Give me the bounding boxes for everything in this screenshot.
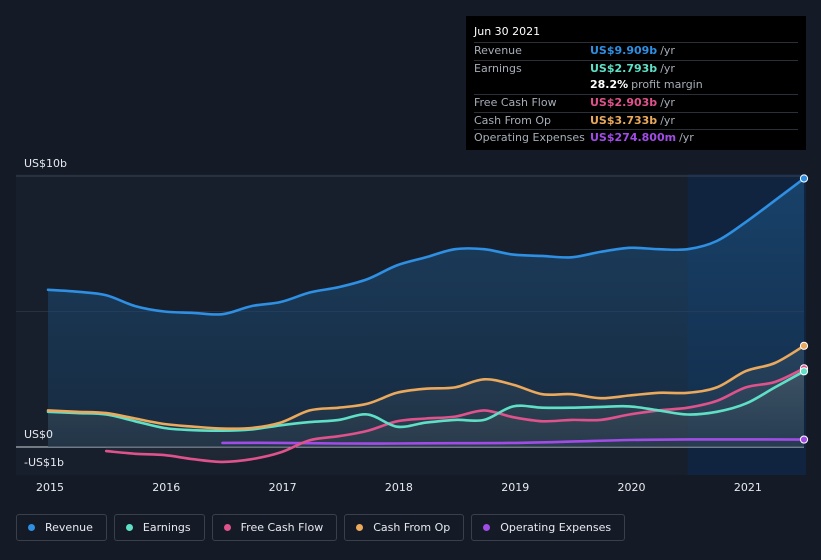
tooltip-row: 28.2% profit margin [474, 77, 798, 94]
legend-dot-icon [28, 524, 35, 531]
legend-item-earnings[interactable]: Earnings [113, 514, 205, 541]
x-tick-label: 2015 [36, 481, 64, 494]
tooltip-row-unit: /yr [660, 61, 675, 75]
tooltip-row-name: Earnings [474, 61, 522, 75]
legend-dot-icon [125, 524, 133, 531]
cash-from-op-end-point [799, 341, 809, 350]
tooltip-row: Revenue US$9.909b/yr [474, 42, 798, 60]
tooltip-row: Operating Expenses US$274.800m/yr [474, 129, 798, 147]
legend-item-cash-from-op[interactable]: Cash From Op [344, 514, 465, 541]
earnings-line [46, 370, 806, 433]
x-tick-label: 2016 [152, 481, 181, 494]
legend-label: Earnings [142, 521, 191, 534]
x-tick-label: 2020 [617, 481, 646, 494]
tooltip-row-unit: /yr [660, 44, 675, 57]
legend-label: Revenue [45, 521, 93, 534]
legend-item-revenue[interactable]: Revenue [16, 514, 107, 541]
tooltip-row-unit: /yr [660, 113, 675, 127]
y-tick-label: -US$1b [24, 456, 64, 469]
x-tick-label: 2019 [501, 481, 530, 494]
y-tick-label: US$0 [24, 428, 54, 441]
tooltip-row-value: US$2.903b [590, 96, 658, 110]
legend-dot-icon [356, 524, 364, 531]
tooltip-row-name: Cash From Op [474, 113, 552, 127]
tooltip-row-unit: profit margin [631, 78, 703, 92]
tooltip-row-name: Revenue [474, 44, 522, 57]
tooltip-row: Free Cash Flow US$2.903b/yr [474, 94, 798, 112]
chart-canvas [16, 174, 809, 475]
tooltip-row-unit: /yr [660, 96, 675, 110]
revenue-area [48, 178, 804, 447]
revenue-line [46, 177, 806, 316]
earnings-end-point [799, 367, 809, 376]
tooltip-row-value: 28.2% [590, 78, 629, 92]
legend-item-free-cash-flow[interactable]: Free Cash Flow [211, 514, 338, 541]
cash-from-op-line [46, 344, 806, 431]
free-cash-flow-line [104, 367, 806, 464]
tooltip-row-name: Operating Expenses [474, 131, 585, 145]
legend: Revenue Earnings Free Cash Flow Cash From O… [16, 514, 632, 541]
legend-item-operating-expenses[interactable]: Operating Expenses [471, 514, 626, 541]
legend-label: Free Cash Flow [240, 521, 324, 534]
legend-dot-icon [223, 524, 231, 531]
tooltip-row: Earnings US$2.793b/yr [474, 59, 798, 78]
legend-dot-icon [483, 524, 491, 531]
tooltip-row: Cash From Op US$3.733b/yr [474, 111, 798, 130]
operating-expenses-line [221, 438, 806, 445]
legend-label: Cash From Op [373, 521, 451, 534]
legend-label: Operating Expenses [500, 521, 612, 534]
x-tick-label: 2021 [733, 481, 762, 494]
tooltip-row-unit: /yr [679, 131, 694, 145]
tooltip-row-value: US$9.909b [590, 44, 658, 57]
tooltip-row-value: US$3.733b [590, 113, 658, 127]
y-tick-label: US$10b [24, 157, 68, 170]
x-tick-label: 2018 [384, 481, 413, 494]
tooltip-row-name [474, 77, 590, 94]
tooltip-panel: Jun 30 2021 Revenue US$9.909b/yr Earnings U… [466, 16, 806, 150]
revenue-end-point [799, 174, 809, 183]
tooltip-row-value: US$2.793b [590, 61, 658, 75]
x-tick-label: 2017 [268, 481, 297, 494]
cash-from-op-area [48, 345, 804, 447]
operating-expenses-end-point [799, 435, 809, 444]
tooltip-row-value: US$274.800m [590, 131, 677, 145]
tooltip-row-name: Free Cash Flow [474, 96, 557, 110]
tooltip-date: Jun 30 2021 [474, 25, 541, 38]
